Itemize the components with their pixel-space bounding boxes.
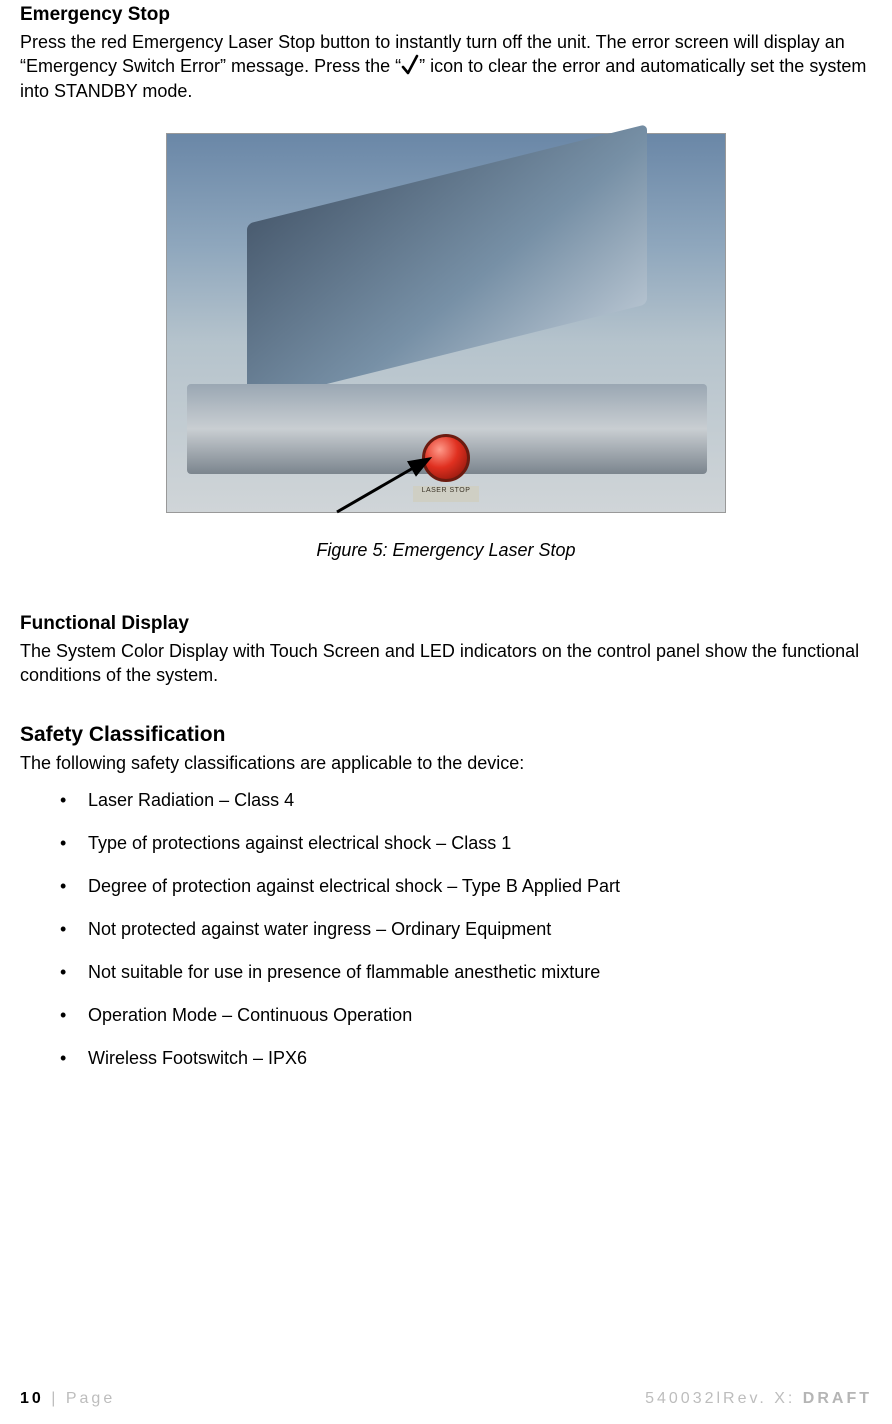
heading-safety-classification: Safety Classification bbox=[20, 723, 872, 747]
heading-emergency-stop: Emergency Stop bbox=[20, 4, 872, 26]
check-icon bbox=[401, 54, 419, 76]
figure-5-container: LASER STOP Figure 5: Emergency Laser Sto… bbox=[20, 133, 872, 561]
list-item: Wireless Footswitch – IPX6 bbox=[60, 1048, 872, 1069]
page-word: Page bbox=[66, 1390, 115, 1407]
paragraph-functional-display: The System Color Display with Touch Scre… bbox=[20, 639, 872, 688]
device-top-shape bbox=[247, 124, 647, 404]
footer-page-ref: 10 | Page bbox=[20, 1390, 115, 1408]
list-item: Degree of protection against electrical … bbox=[60, 876, 872, 897]
heading-functional-display: Functional Display bbox=[20, 613, 872, 635]
list-item: Not suitable for use in presence of flam… bbox=[60, 962, 872, 983]
list-item: Not protected against water ingress – Or… bbox=[60, 919, 872, 940]
list-item: Laser Radiation – Class 4 bbox=[60, 790, 872, 811]
figure-5-image: LASER STOP bbox=[166, 133, 726, 513]
paragraph-emergency-stop: Press the red Emergency Laser Stop butto… bbox=[20, 30, 872, 103]
safety-classification-list: Laser Radiation – Class 4 Type of protec… bbox=[20, 790, 872, 1069]
doc-status: DRAFT bbox=[803, 1390, 872, 1407]
figure-5-caption: Figure 5: Emergency Laser Stop bbox=[20, 540, 872, 561]
doc-reference: 540032lRev. X: bbox=[645, 1390, 803, 1407]
paragraph-safety-intro: The following safety classifications are… bbox=[20, 751, 872, 775]
list-item: Operation Mode – Continuous Operation bbox=[60, 1005, 872, 1026]
page-separator: | bbox=[44, 1390, 66, 1407]
list-item: Type of protections against electrical s… bbox=[60, 833, 872, 854]
footer-doc-ref: 540032lRev. X: DRAFT bbox=[645, 1390, 872, 1408]
page-footer: 10 | Page 540032lRev. X: DRAFT bbox=[20, 1390, 872, 1408]
page-number: 10 bbox=[20, 1390, 44, 1407]
arrow-icon bbox=[337, 454, 457, 514]
